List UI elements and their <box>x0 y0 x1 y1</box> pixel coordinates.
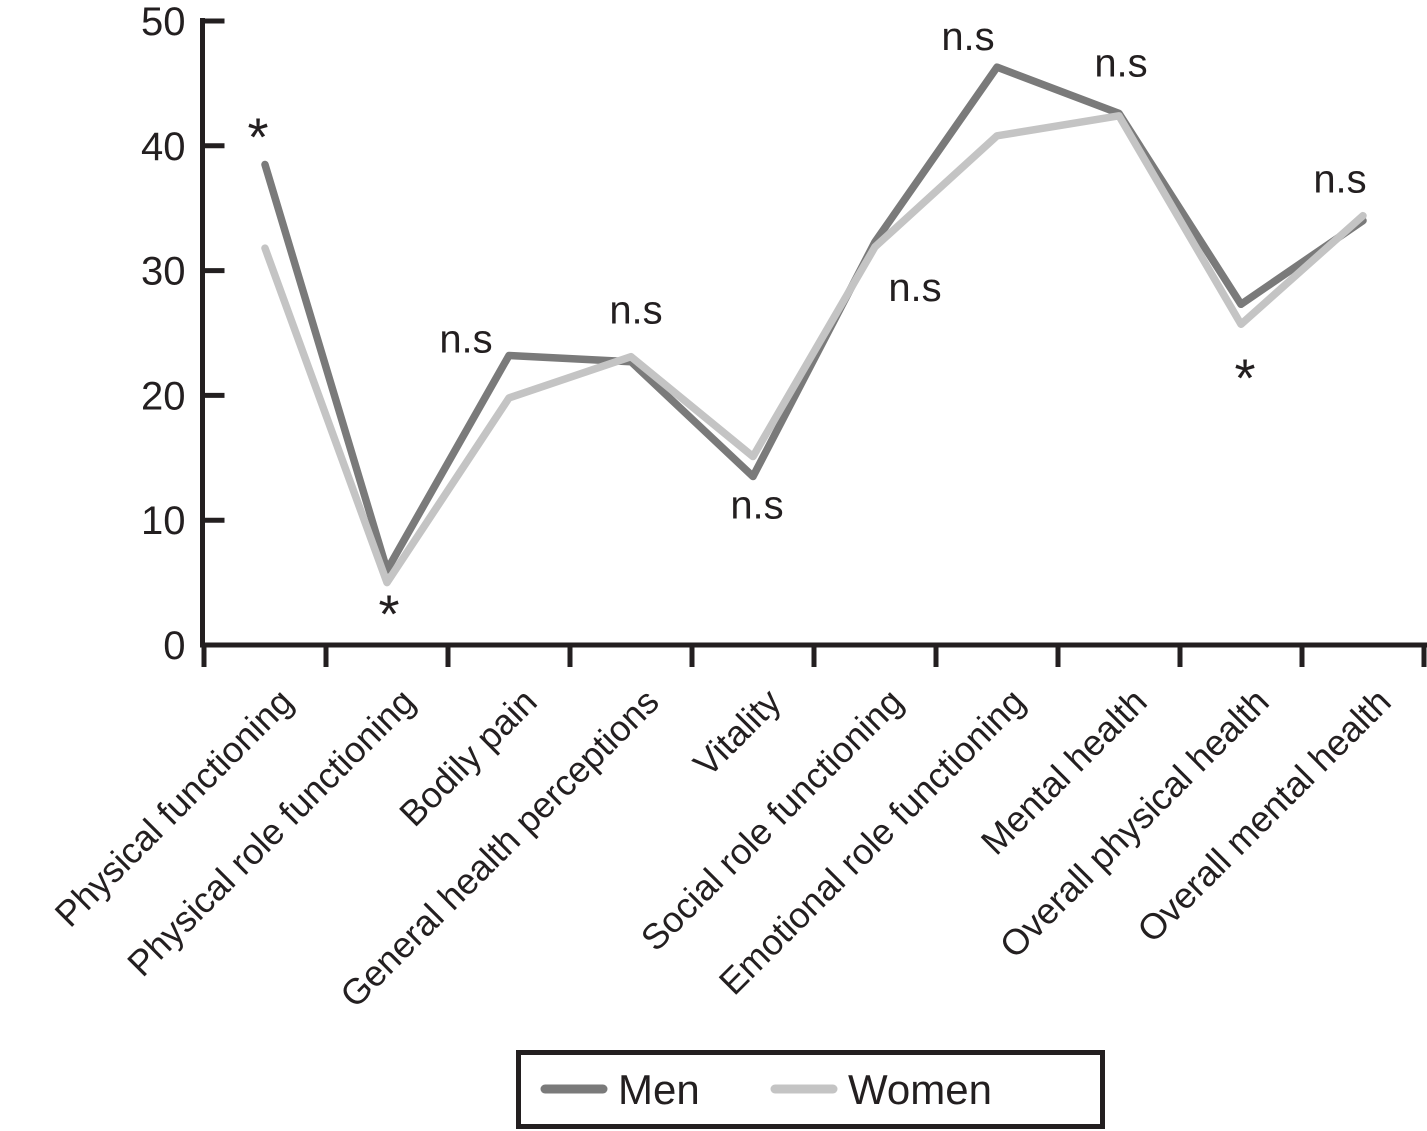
series-line-women <box>261 112 1367 587</box>
x-category-label: Physical functioning <box>47 681 301 935</box>
significance-annotation: n.s <box>888 266 941 310</box>
x-category-label: Vitality <box>685 681 789 785</box>
legend: Men Women <box>516 1050 1105 1129</box>
significance-annotation: n.s <box>730 484 783 528</box>
y-tick-label: 40 <box>141 125 186 169</box>
series-line-men <box>261 63 1367 574</box>
significance-annotation: n.s <box>1094 41 1147 85</box>
significance-annotation: n.s <box>941 15 994 59</box>
legend-label-women: Women <box>848 1066 992 1113</box>
y-tick-label: 30 <box>141 250 186 294</box>
y-tick-label: 50 <box>141 0 186 44</box>
significance-annotation: * <box>1234 348 1255 408</box>
y-tick-label: 10 <box>141 499 186 543</box>
significance-annotation: n.s <box>609 289 662 333</box>
significance-annotation: * <box>378 585 399 645</box>
significance-annotation: n.s <box>1313 158 1366 202</box>
significance-annotation: * <box>247 108 268 168</box>
y-tick-label: 20 <box>141 374 186 418</box>
legend-label-men: Men <box>618 1066 700 1113</box>
significance-annotation: n.s <box>439 317 492 361</box>
y-tick-label: 0 <box>163 624 185 668</box>
